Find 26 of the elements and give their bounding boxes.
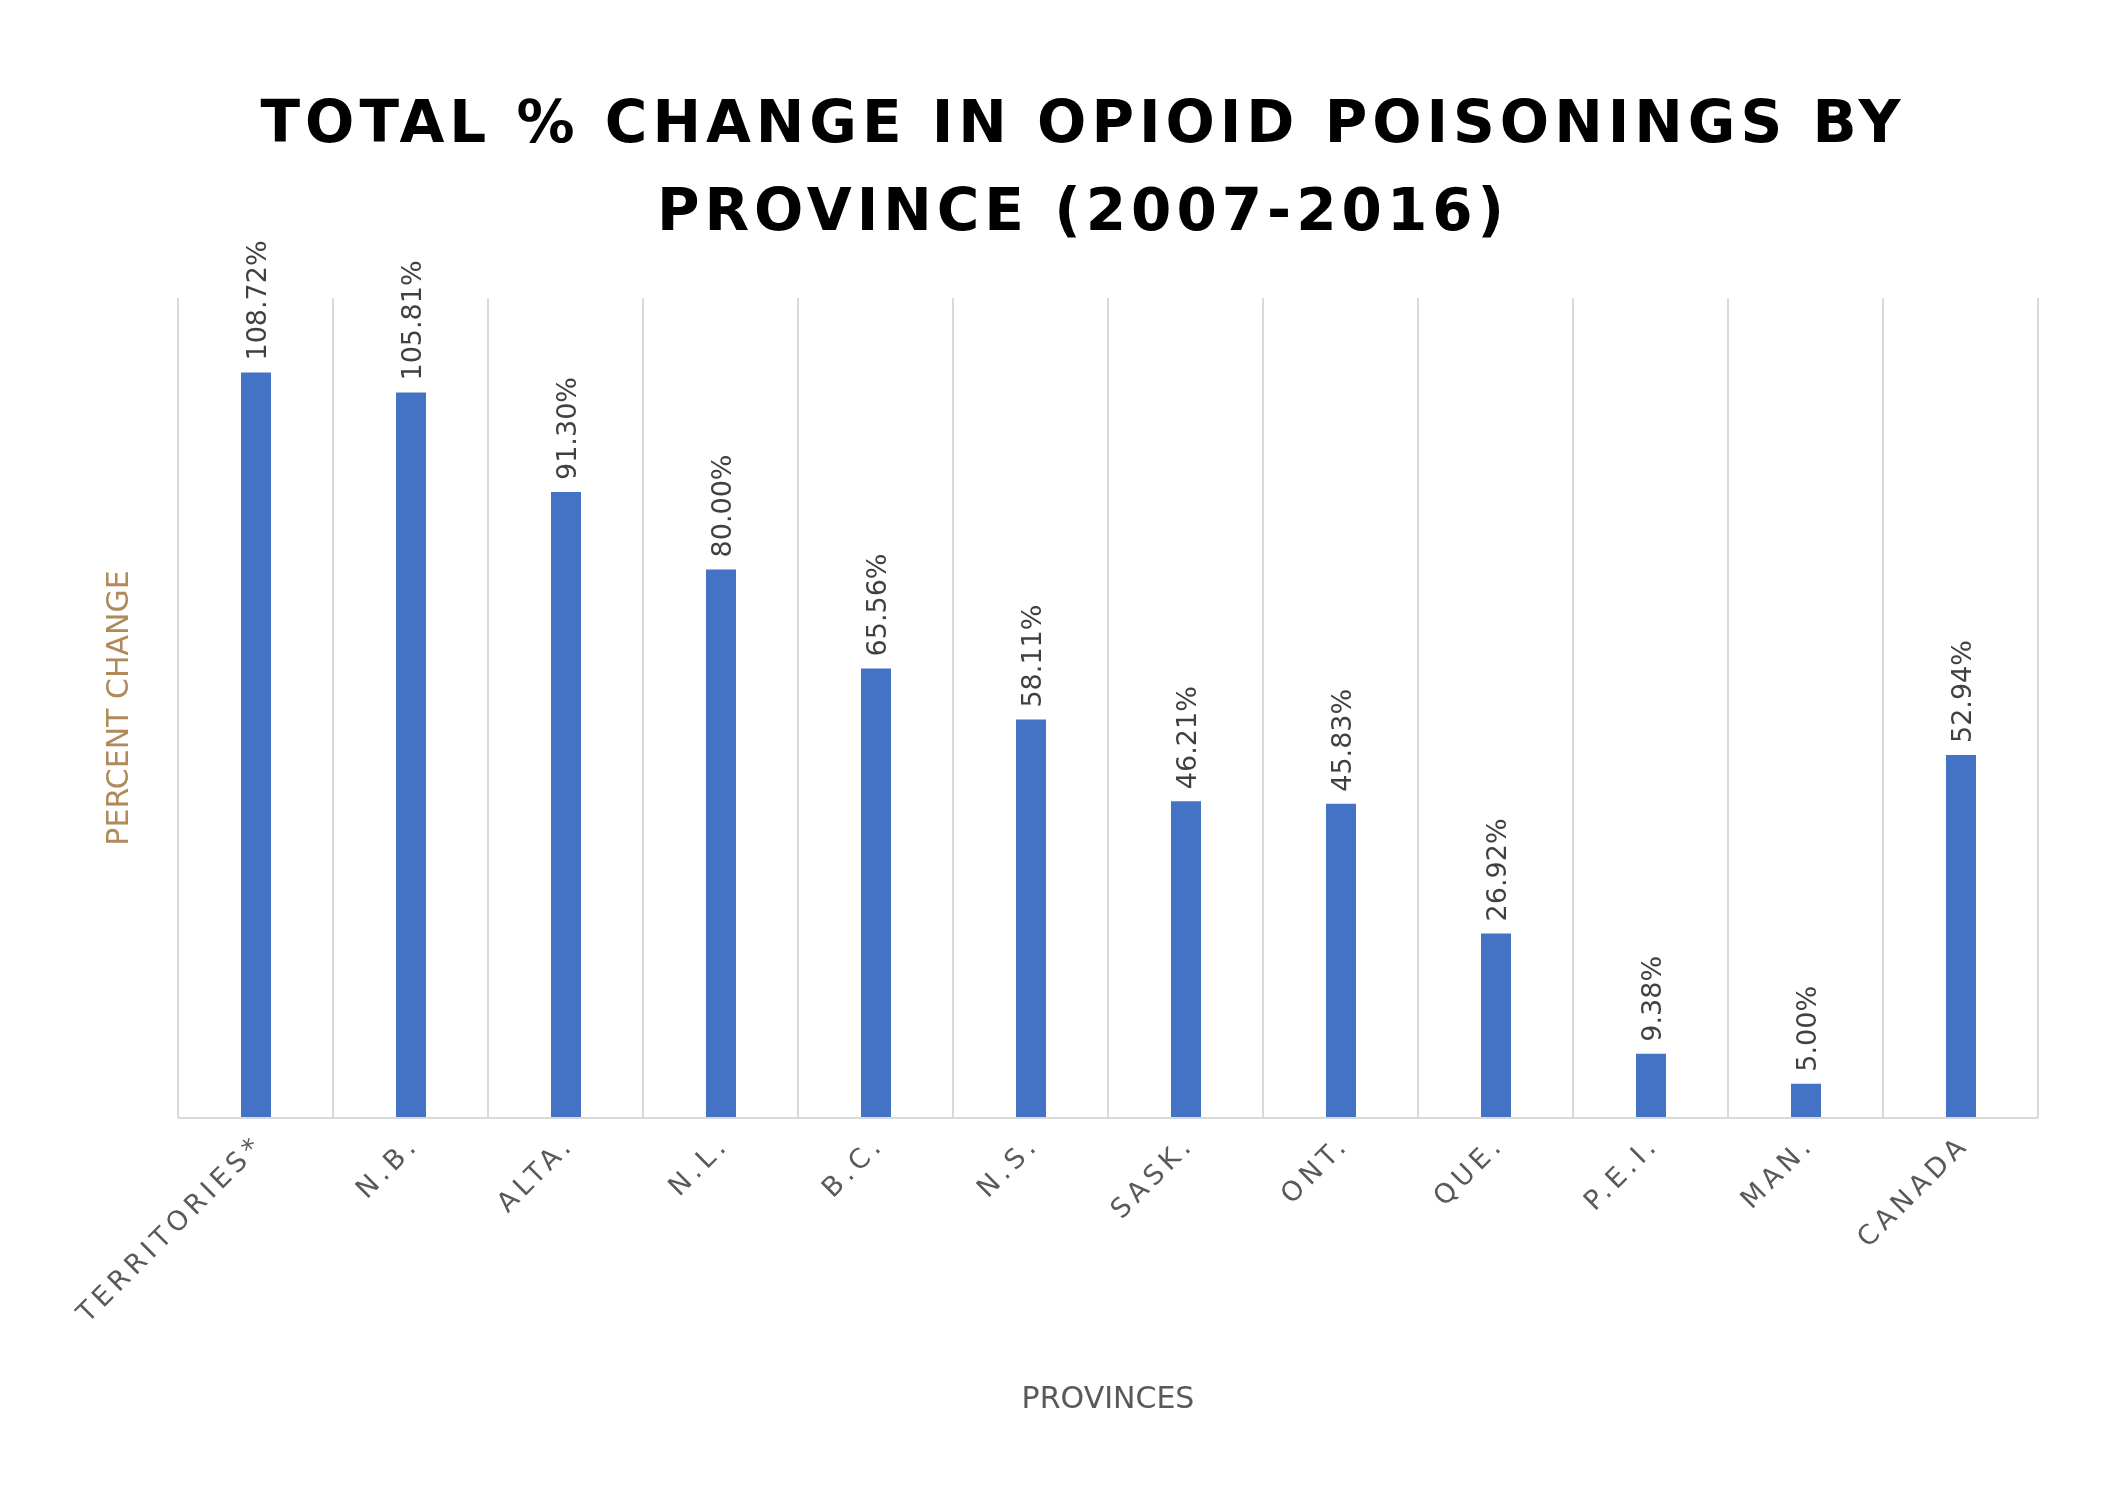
data-label: 65.56% — [861, 553, 892, 657]
bar — [706, 569, 736, 1118]
data-label: 80.00% — [706, 454, 737, 558]
y-axis-title: PERCENT CHANGE — [100, 570, 135, 846]
data-label: 58.11% — [1016, 604, 1047, 708]
bar — [1946, 755, 1976, 1118]
bar — [396, 392, 426, 1118]
x-axis-title: PROVINCES — [1021, 1380, 1195, 1415]
bar — [1636, 1053, 1666, 1118]
data-label: 105.81% — [396, 260, 427, 381]
bar — [1016, 719, 1046, 1118]
data-label: 5.00% — [1791, 985, 1822, 1072]
bar — [1326, 803, 1356, 1118]
bar — [1791, 1083, 1821, 1118]
data-label: 91.30% — [551, 377, 582, 480]
data-label: 45.83% — [1326, 688, 1357, 792]
data-label: 52.94% — [1946, 640, 1977, 744]
bar — [861, 668, 891, 1118]
bar — [1171, 801, 1201, 1118]
data-label: 9.38% — [1636, 955, 1667, 1042]
bar — [241, 372, 271, 1118]
data-label: 46.21% — [1171, 686, 1202, 790]
data-label: 108.72% — [241, 240, 272, 361]
data-label: 26.92% — [1481, 818, 1512, 922]
bar — [551, 491, 581, 1118]
bar — [1481, 933, 1511, 1118]
